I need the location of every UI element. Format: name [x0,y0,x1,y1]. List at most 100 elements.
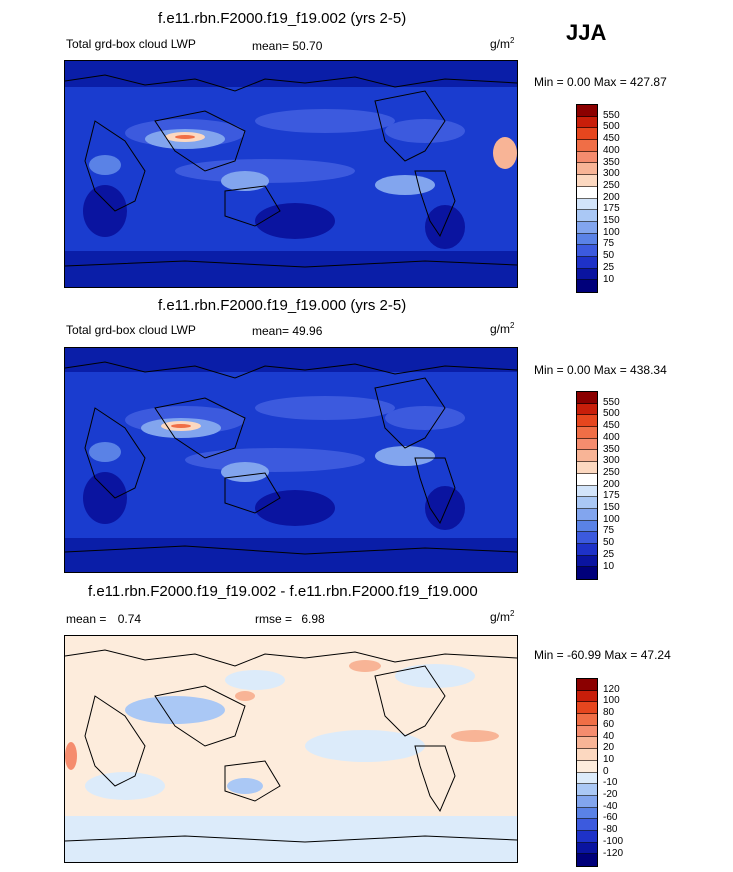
panel2-colorbar-tick-label: 350 [603,443,620,455]
panel1-colorbar-swatch [577,128,597,141]
panel2-colorbar-tick-label: 550 [603,396,620,408]
panel3-colorbar-swatch [577,737,597,750]
panel3-colorbar-swatch [577,819,597,831]
panel2-colorbar-swatch [577,427,597,439]
panel1-colorbar-tick-label: 550 [603,109,620,121]
panel1-colorbar-tick-label: 100 [603,226,620,238]
panel2-colorbar [576,391,598,581]
panel1-colorbar-tick-label: 500 [603,121,620,133]
panel1-colorbar-swatch [577,233,597,246]
panel3-colorbar-swatch [577,807,597,820]
panel1-colorbar-swatch [577,198,597,211]
panel3-mean: mean = 0.74 [66,612,141,626]
panel3-colorbar-tick-label: 120 [603,683,620,695]
panel3-colorbar-tick-label: -40 [603,800,618,812]
panel2-unit: g/m2 [490,321,515,336]
panel3-colorbar-swatch [577,854,597,866]
panel1-colorbar-tick-label: 300 [603,168,620,180]
panel3-map [64,635,518,863]
panel1-title: f.e11.rbn.F2000.f19_f19.002 (yrs 2-5) [158,10,407,27]
panel1-colorbar-tick-label: 250 [603,179,620,191]
panel3-colorbar-swatch [577,842,597,855]
panel2-colorbar-swatch [577,450,597,463]
panel3-colorbar-tick-label: 40 [603,730,615,742]
panel2-colorbar-tick-label: 300 [603,455,620,467]
panel2-colorbar-tick-label: 50 [603,537,615,549]
panel1-colorbar-swatch [577,210,597,222]
panel2-colorbar-tick-label: 500 [603,408,620,420]
panel1-colorbar-tick-label: 75 [603,238,615,250]
panel3-colorbar-tick-label: 80 [603,707,615,719]
panel1-colorbar-swatch [577,256,597,269]
panel2-colorbar-swatch [577,485,597,498]
panel1-colorbar-swatch [577,221,597,234]
panel3-colorbar-swatch [577,714,597,726]
panel1-colorbar-swatch [577,151,597,164]
panel3-unit: g/m2 [490,609,515,624]
panel3-colorbar-swatch [577,725,597,738]
panel1-colorbar-swatch [577,268,597,281]
panel2-colorbar-swatch [577,392,597,404]
panel3-title: f.e11.rbn.F2000.f19_f19.002 - f.e11.rbn.… [88,583,478,600]
season-label: JJA [566,20,607,45]
panel3-colorbar-swatch [577,690,597,703]
panel2-colorbar-tick-label: 75 [603,525,615,537]
panel2-title: f.e11.rbn.F2000.f19_f19.000 (yrs 2-5) [158,297,407,314]
panel1-colorbar-tick-label: 200 [603,191,620,203]
panel2-minmax: Min = 0.00 Max = 438.34 [534,363,667,377]
panel3-colorbar-swatch [577,702,597,715]
panel3-colorbar-tick-label: 20 [603,742,615,754]
panel1-mean: mean= 50.70 [252,39,322,53]
panel3-colorbar-tick-label: 0 [603,765,609,777]
panel1-colorbar-tick-label: 350 [603,156,620,168]
panel3-colorbar-tick-label: -100 [603,835,624,847]
panel2-colorbar-tick-label: 10 [603,560,615,572]
panel3-colorbar-tick-label: -80 [603,824,618,836]
panel3-colorbar-tick-label: -20 [603,789,618,800]
panel1-colorbar-swatch [577,105,597,117]
panel3-rmse-value: 6.98 [301,612,325,626]
panel1-mean-label: mean= [252,39,290,53]
panel1-colorbar-tick-label: 150 [603,215,620,226]
panel1-colorbar-tick-label: 175 [603,203,620,215]
panel2-colorbar-swatch [577,555,597,568]
panel3-minmax: Min = -60.99 Max = 47.24 [534,648,671,662]
panel1-colorbar-tick-label: 400 [603,144,620,156]
panel3-colorbar-swatch [577,749,597,761]
panel1-colorbar-swatch [577,163,597,176]
panel2-colorbar-swatch [577,403,597,416]
panel2-colorbar-swatch [577,473,597,486]
panel2-colorbar-tick-label: 150 [603,502,620,513]
panel3-colorbar-swatch [577,679,597,691]
panel3-mean-label: mean = [66,612,107,626]
panel2-colorbar-tick-label: 25 [603,548,615,560]
panel1-colorbar-swatch [577,245,597,257]
panel2-colorbar-tick-label: 450 [603,420,620,432]
panel3-colorbar-tick-label: 10 [603,753,615,765]
panel1-colorbar-swatch [577,186,597,199]
panel2-colorbar-tick-label: 100 [603,513,620,525]
panel1-colorbar [576,104,598,294]
panel3-colorbar-tick-label: -120 [603,847,624,859]
panel1-colorbar-tick-label: 450 [603,133,620,145]
panel2-colorbar-swatch [577,415,597,428]
panel3-mean-value: 0.74 [117,612,142,626]
panel1-colorbar-tick-label: 10 [603,273,615,285]
panel2-colorbar-swatch [577,567,597,579]
panel3-colorbar [576,678,598,868]
panel1-colorbar-tick-label: 50 [603,250,615,262]
panel1-minmax: Min = 0.00 Max = 427.87 [534,75,667,89]
panel1-unit: g/m2 [490,36,515,51]
panel2-colorbar-swatch [577,520,597,533]
panel2-colorbar-swatch [577,497,597,509]
panel3-colorbar-swatch [577,760,597,773]
panel2-colorbar-tick-label: 200 [603,478,620,490]
panel2-colorbar-tick-label: 400 [603,431,620,443]
panel3-colorbar-swatch [577,830,597,843]
panel1-variable-label: Total grd-box cloud LWP [66,37,196,51]
panel2-colorbar-swatch [577,462,597,474]
panel2-colorbar-tick-label: 250 [603,466,620,478]
panel2-colorbar-tick-label: 175 [603,490,620,502]
panel3-colorbar-tick-label: 100 [603,695,620,707]
panel1-colorbar-tick-label: 25 [603,261,615,273]
